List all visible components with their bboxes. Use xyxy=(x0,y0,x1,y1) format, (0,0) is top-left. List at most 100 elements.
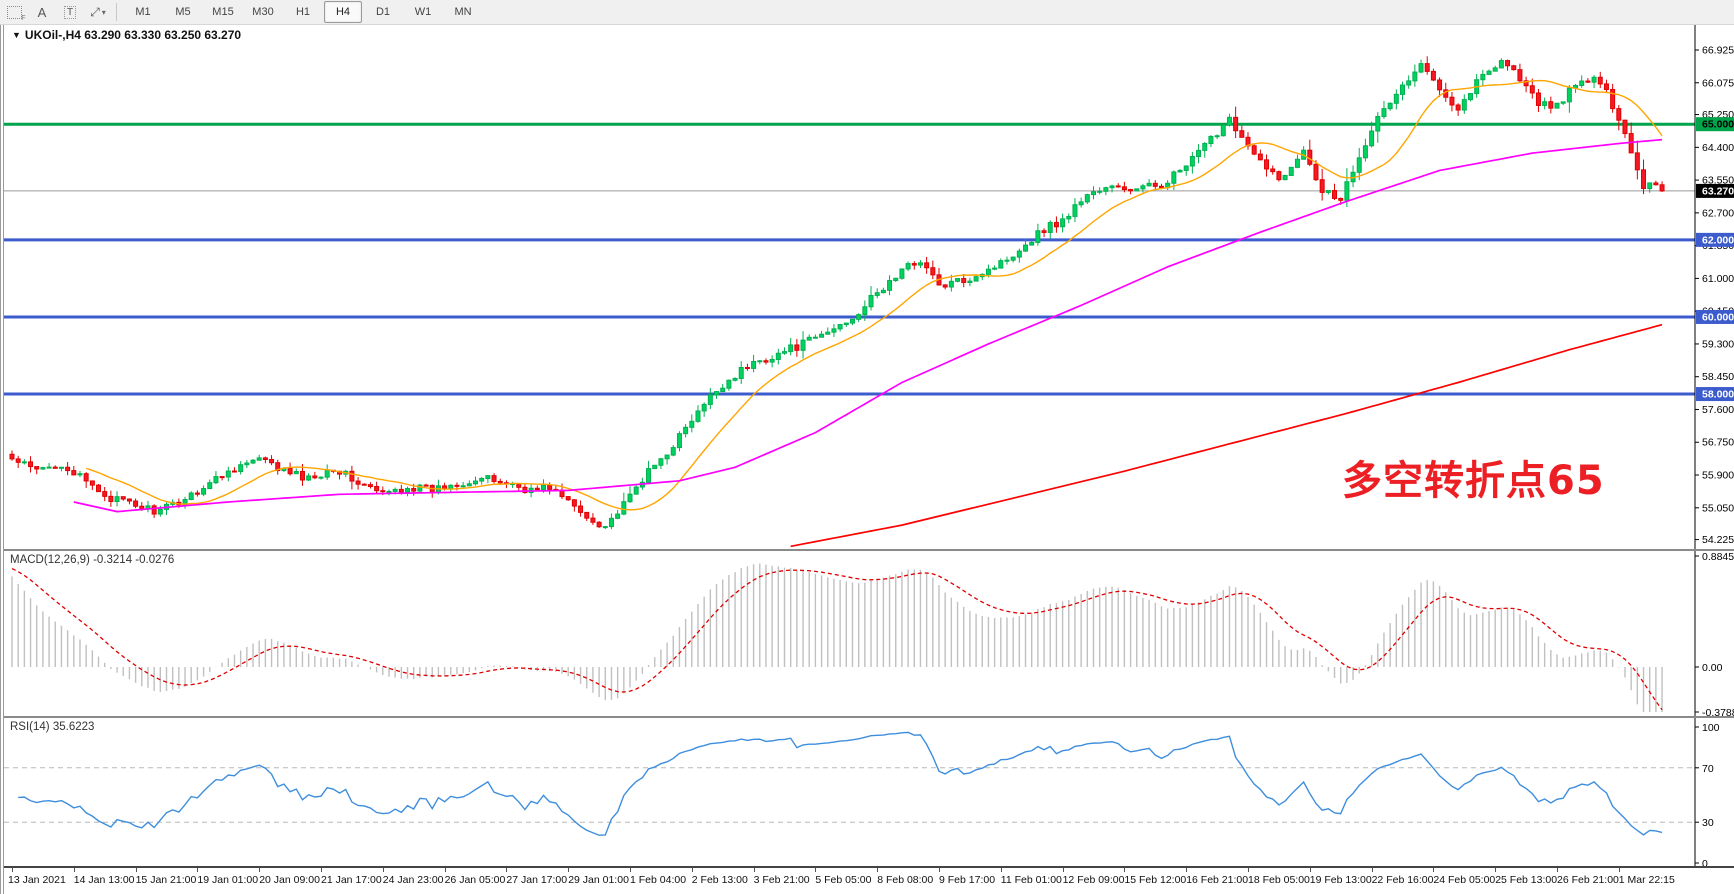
svg-text:60.000: 60.000 xyxy=(1702,311,1734,323)
time-tick xyxy=(1124,868,1126,872)
svg-text:55.050: 55.050 xyxy=(1702,502,1734,514)
time-tick xyxy=(1433,868,1435,872)
svg-text:58.000: 58.000 xyxy=(1702,389,1734,401)
chart-annotation-text: 多空转折点65 xyxy=(1342,458,1605,504)
svg-text:0.00: 0.00 xyxy=(1702,662,1723,674)
timeframe-button-m1[interactable]: M1 xyxy=(135,6,151,18)
time-label: 19 Feb 13:00 xyxy=(1309,874,1372,886)
svg-text:-0.3788: -0.3788 xyxy=(1702,707,1734,716)
text-tool-icon[interactable]: T xyxy=(57,2,83,22)
time-tick xyxy=(877,868,879,872)
time-label: 5 Feb 05:00 xyxy=(815,874,872,886)
rsi-canvas[interactable]: 100 70 30 0 xyxy=(4,718,1734,866)
macd-canvas[interactable]: 0.8845 0.00 -0.3788 xyxy=(4,551,1734,716)
timeframe-button-m5[interactable]: M5 xyxy=(175,6,191,18)
macd-panel[interactable]: 0.8845 0.00 -0.3788 MACD(12,26,9) -0.3214 … xyxy=(4,551,1734,718)
rsi-panel[interactable]: 100 70 30 0 RSI(14) 35.6223 xyxy=(4,718,1734,868)
toolbar-separator xyxy=(116,3,117,21)
time-tick xyxy=(568,868,570,872)
time-label: 26 Feb 21:00 xyxy=(1557,874,1619,886)
svg-text:0: 0 xyxy=(1702,858,1708,866)
timeframe-button-m15[interactable]: M15 xyxy=(212,6,234,18)
time-label: 29 Jan 01:00 xyxy=(568,874,629,886)
time-label: 22 Feb 16:00 xyxy=(1371,874,1434,886)
time-tick xyxy=(939,868,940,872)
time-label: 14 Jan 13:00 xyxy=(73,874,135,886)
timeframe-button-m30[interactable]: M30 xyxy=(252,6,274,18)
time-label: 13 Jan 2021 xyxy=(8,874,66,886)
time-tick xyxy=(1618,868,1620,872)
svg-text:56.750: 56.750 xyxy=(1702,437,1734,449)
time-tick xyxy=(1495,868,1497,872)
symbol-ohlc-readout: ▼ UKOil-,H4 63.290 63.330 63.250 63.270 xyxy=(12,28,242,42)
time-tick xyxy=(1062,868,1064,872)
time-tick xyxy=(1000,868,1002,872)
svg-text:66.075: 66.075 xyxy=(1702,77,1734,89)
time-axis[interactable]: 13 Jan 2021 14 Jan 13:00 15 Jan 21:00 19 Ja… xyxy=(4,868,1734,894)
time-label: 16 Feb 21:00 xyxy=(1186,874,1249,886)
time-label: 24 Feb 05:00 xyxy=(1433,874,1496,886)
svg-text:58.450: 58.450 xyxy=(1702,371,1734,383)
time-tick xyxy=(1371,868,1373,872)
time-label: 19 Jan 01:00 xyxy=(197,874,259,886)
time-tick xyxy=(444,868,446,872)
timeframe-button-w1[interactable]: W1 xyxy=(414,6,432,18)
timeframe-button-h1[interactable]: H1 xyxy=(295,6,311,18)
svg-text:63.550: 63.550 xyxy=(1702,175,1734,187)
time-tick xyxy=(12,868,13,872)
price-chart-canvas[interactable]: 66.92566.07565.25064.40063.55062.70061.8… xyxy=(4,25,1734,549)
grid-tool-icon[interactable] xyxy=(1,2,27,22)
toolbar: A T ⤢▾ M1 M5 M15 M30 H1 H4 D1 W1 MN xyxy=(0,0,1734,25)
font-tool-icon[interactable]: A xyxy=(37,4,47,20)
time-label: 11 Feb 01:00 xyxy=(1000,874,1062,886)
svg-text:62.000: 62.000 xyxy=(1702,234,1734,246)
time-label: 27 Jan 17:00 xyxy=(506,874,568,886)
time-label: 1 Feb 04:00 xyxy=(630,874,687,886)
time-label: 15 Jan 21:00 xyxy=(135,874,197,886)
time-tick xyxy=(1186,868,1188,872)
svg-text:30: 30 xyxy=(1702,817,1714,829)
timeframe-button-mn[interactable]: MN xyxy=(454,6,472,18)
time-label: 9 Feb 17:00 xyxy=(939,874,996,886)
price-panel[interactable]: 66.92566.07565.25064.40063.55062.70061.8… xyxy=(4,25,1734,551)
svg-text:63.270: 63.270 xyxy=(1702,185,1734,197)
svg-text:0.8845: 0.8845 xyxy=(1702,551,1734,563)
time-label: 26 Jan 05:00 xyxy=(444,874,506,886)
time-label: 12 Feb 09:00 xyxy=(1062,874,1125,886)
timeframe-button-h4[interactable]: H4 xyxy=(324,1,362,23)
svg-text:55.900: 55.900 xyxy=(1702,470,1734,482)
svg-text:100: 100 xyxy=(1702,722,1720,734)
time-tick xyxy=(1557,868,1558,872)
svg-text:59.300: 59.300 xyxy=(1702,338,1734,350)
time-tick xyxy=(135,868,137,872)
timeframe-button-d1[interactable]: D1 xyxy=(375,6,391,18)
time-label: 3 Feb 21:00 xyxy=(753,874,810,886)
svg-text:62.700: 62.700 xyxy=(1702,207,1734,219)
time-tick xyxy=(259,868,261,872)
time-label: 1 Mar 22:15 xyxy=(1618,874,1675,886)
time-tick xyxy=(1309,868,1311,872)
svg-text:64.400: 64.400 xyxy=(1702,142,1734,154)
chart-window: 66.92566.07565.25064.40063.55062.70061.8… xyxy=(0,25,1734,894)
svg-text:57.600: 57.600 xyxy=(1702,404,1734,416)
time-tick xyxy=(382,868,384,872)
chevron-down-icon[interactable]: ▼ xyxy=(12,30,21,40)
time-tick xyxy=(1248,868,1249,872)
macd-label: MACD(12,26,9) -0.3214 -0.0276 xyxy=(10,554,175,566)
time-label: 21 Jan 17:00 xyxy=(321,874,382,886)
svg-text:54.225: 54.225 xyxy=(1702,534,1734,546)
time-tick xyxy=(815,868,817,872)
time-label: 8 Feb 08:00 xyxy=(877,874,934,886)
time-tick xyxy=(630,868,631,872)
time-label: 24 Jan 23:00 xyxy=(382,874,444,886)
time-tick xyxy=(197,868,199,872)
time-label: 2 Feb 13:00 xyxy=(691,874,748,886)
svg-text:70: 70 xyxy=(1702,763,1714,775)
svg-text:65.000: 65.000 xyxy=(1702,119,1734,131)
timeframe-bar: M1 M5 M15 M30 H1 H4 D1 W1 MN xyxy=(123,1,483,23)
time-label: 20 Jan 09:00 xyxy=(259,874,320,886)
cursor-modes-icon[interactable]: ⤢ ▾ xyxy=(90,4,106,19)
rsi-label: RSI(14) 35.6223 xyxy=(10,721,95,733)
time-tick xyxy=(73,868,75,872)
